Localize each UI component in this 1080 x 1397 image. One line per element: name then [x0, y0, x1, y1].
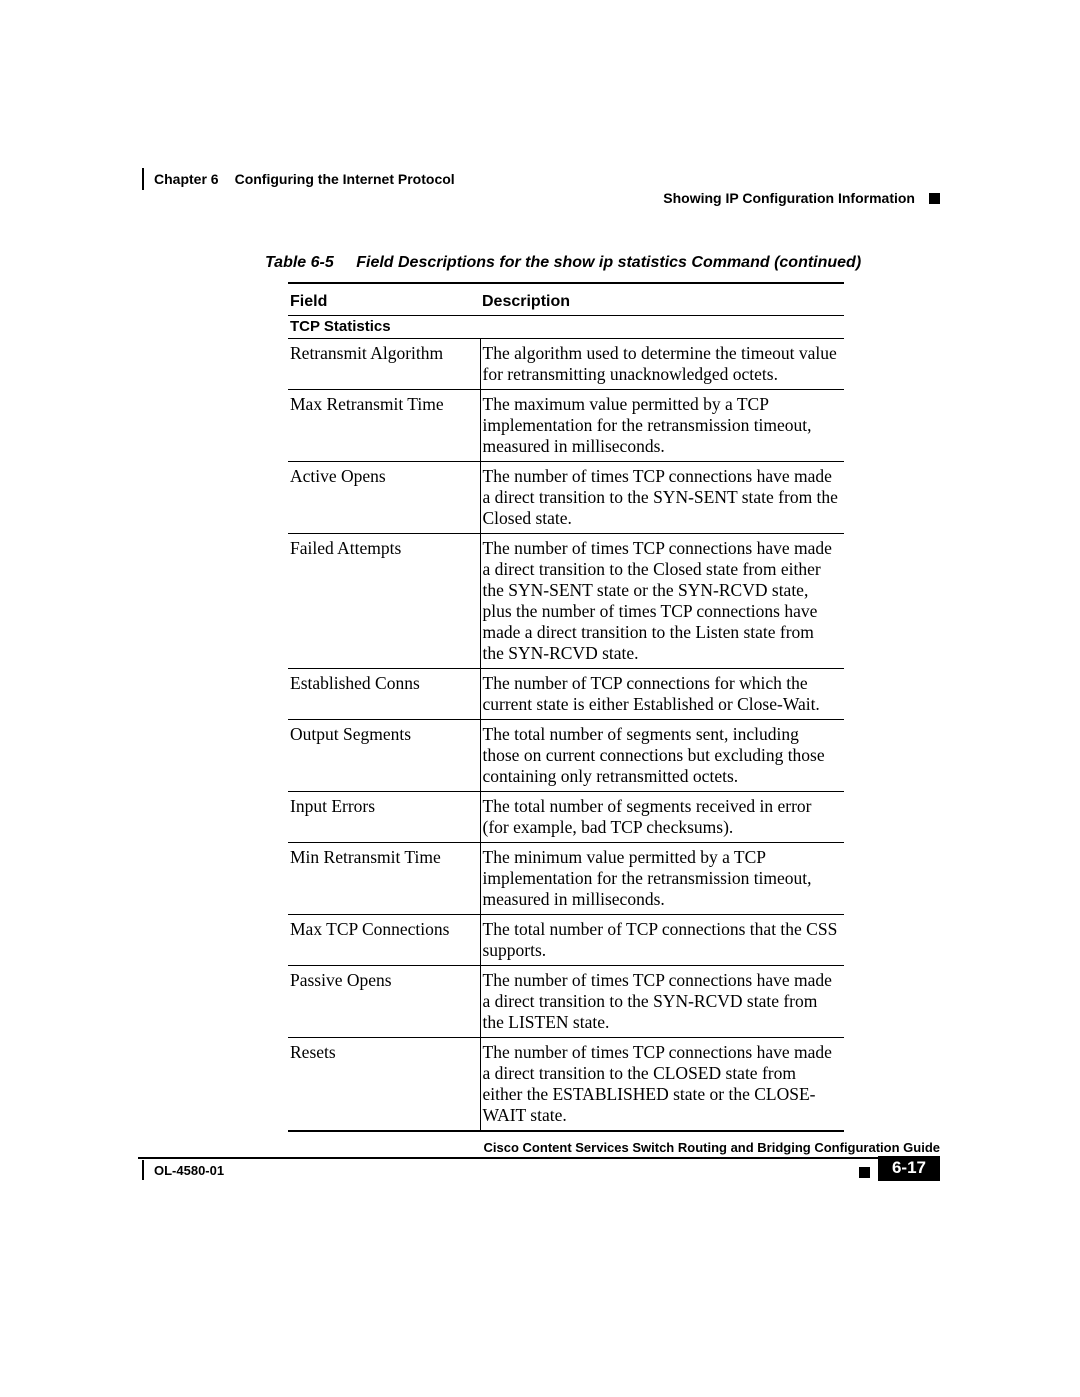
doc-id: OL-4580-01 — [154, 1163, 224, 1178]
table-row: Resets The number of times TCP connectio… — [288, 1038, 844, 1132]
running-header: Chapter 6 Configuring the Internet Proto… — [142, 168, 455, 190]
cell-desc: The maximum value permitted by a TCP imp… — [480, 390, 844, 462]
section-title: Showing IP Configuration Information — [663, 190, 915, 206]
field-description-table: Field Description TCP Statistics Retrans… — [288, 282, 844, 1132]
section-header: Showing IP Configuration Information — [663, 190, 940, 206]
cell-desc: The number of times TCP connections have… — [480, 534, 844, 669]
document-page: Chapter 6 Configuring the Internet Proto… — [0, 0, 1080, 1397]
cell-field: Passive Opens — [288, 966, 480, 1038]
cell-field: Output Segments — [288, 720, 480, 792]
cell-desc: The algorithm used to determine the time… — [480, 339, 844, 390]
footer-right: 6-17 — [859, 1156, 940, 1181]
chapter-title: Configuring the Internet Protocol — [235, 171, 455, 187]
cell-field: Max TCP Connections — [288, 915, 480, 966]
footer-guide-title: Cisco Content Services Switch Routing an… — [138, 1140, 940, 1159]
cell-field: Retransmit Algorithm — [288, 339, 480, 390]
footer-row: OL-4580-01 6-17 — [142, 1160, 940, 1184]
cell-field: Min Retransmit Time — [288, 843, 480, 915]
cell-desc: The total number of TCP connections that… — [480, 915, 844, 966]
header-rule — [142, 168, 144, 190]
table-caption: Table 6-5 Field Descriptions for the sho… — [265, 254, 861, 272]
table-row: Failed Attempts The number of times TCP … — [288, 534, 844, 669]
section-label: TCP Statistics — [288, 316, 844, 339]
cell-field: Max Retransmit Time — [288, 390, 480, 462]
col-description: Description — [480, 283, 844, 316]
cell-field: Resets — [288, 1038, 480, 1132]
table-row: Output Segments The total number of segm… — [288, 720, 844, 792]
table-row: Input Errors The total number of segment… — [288, 792, 844, 843]
footer-left: OL-4580-01 — [142, 1160, 224, 1180]
cell-field: Failed Attempts — [288, 534, 480, 669]
table-row: Active Opens The number of times TCP con… — [288, 462, 844, 534]
table-row: Max TCP Connections The total number of … — [288, 915, 844, 966]
table-section-row: TCP Statistics — [288, 316, 844, 339]
square-icon — [929, 193, 940, 204]
page-number: 6-17 — [878, 1156, 940, 1181]
table-row: Passive Opens The number of times TCP co… — [288, 966, 844, 1038]
cell-desc: The minimum value permitted by a TCP imp… — [480, 843, 844, 915]
table-row: Established Conns The number of TCP conn… — [288, 669, 844, 720]
cell-field: Established Conns — [288, 669, 480, 720]
cell-desc: The total number of segments sent, inclu… — [480, 720, 844, 792]
col-field: Field — [288, 283, 480, 316]
cell-desc: The number of times TCP connections have… — [480, 462, 844, 534]
square-icon — [859, 1167, 870, 1178]
table-header-row: Field Description — [288, 283, 844, 316]
cell-field: Input Errors — [288, 792, 480, 843]
table-row: Min Retransmit Time The minimum value pe… — [288, 843, 844, 915]
cell-desc: The number of times TCP connections have… — [480, 1038, 844, 1132]
chapter-label: Chapter 6 — [154, 171, 219, 187]
table-title: Field Descriptions for the show ip stati… — [356, 254, 861, 271]
cell-desc: The number of times TCP connections have… — [480, 966, 844, 1038]
table-row: Max Retransmit Time The maximum value pe… — [288, 390, 844, 462]
footer-rule — [142, 1160, 144, 1180]
cell-field: Active Opens — [288, 462, 480, 534]
cell-desc: The number of TCP connections for which … — [480, 669, 844, 720]
table-number: Table 6-5 — [265, 254, 334, 271]
table-row: Retransmit Algorithm The algorithm used … — [288, 339, 844, 390]
cell-desc: The total number of segments received in… — [480, 792, 844, 843]
